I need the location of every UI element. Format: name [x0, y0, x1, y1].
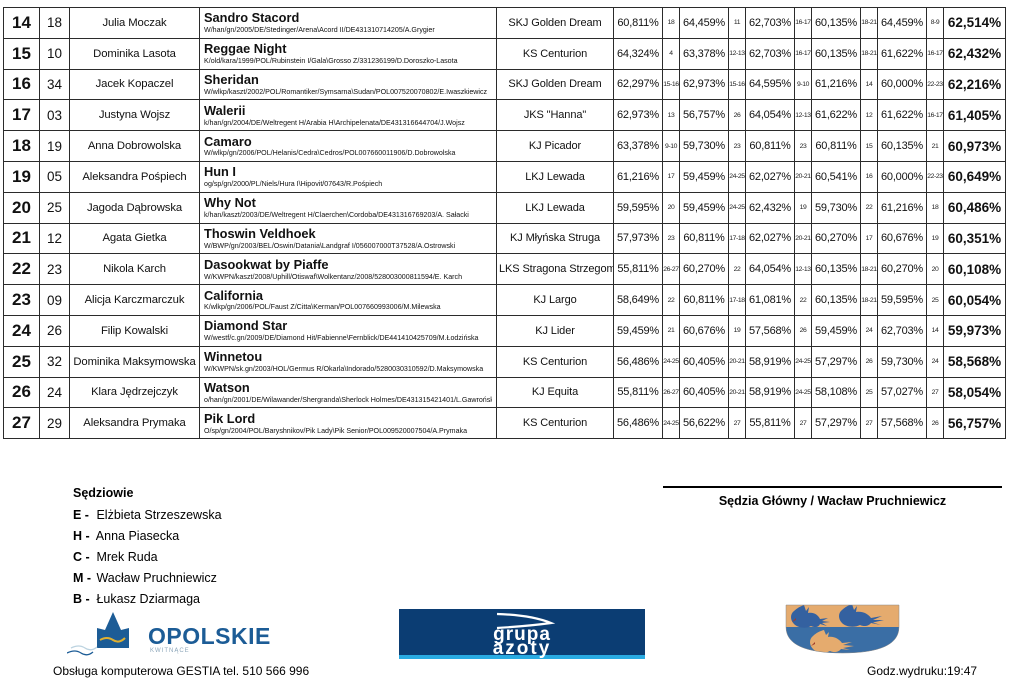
svg-text:azoty: azoty	[493, 638, 552, 659]
svg-text:OPOLSKIE: OPOLSKIE	[148, 623, 271, 649]
svg-text:KWITNĄCE: KWITNĄCE	[150, 648, 190, 654]
